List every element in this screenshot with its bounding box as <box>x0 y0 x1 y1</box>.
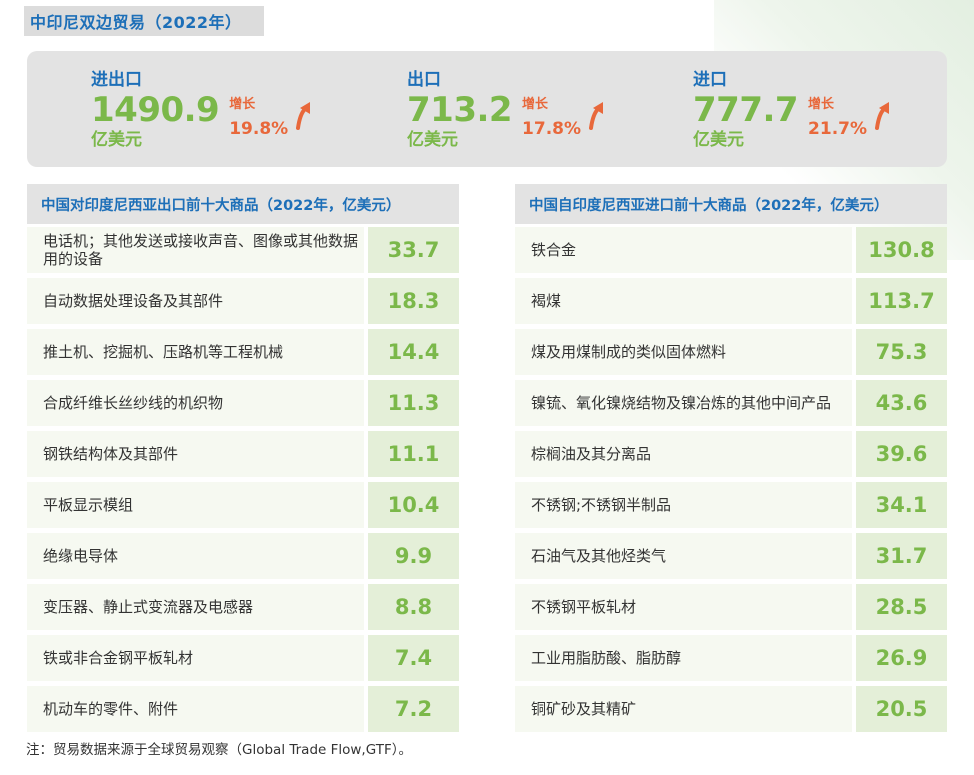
table-row: 铁或非合金钢平板轧材 7.4 <box>27 635 459 681</box>
stat-export: 出口 713.2 亿美元 增长 17.8% <box>407 65 609 150</box>
stat-label: 出口 <box>407 70 441 90</box>
table-row: 石油气及其他烃类气 31.7 <box>515 533 947 579</box>
table-row: 不锈钢;不锈钢半制品 34.1 <box>515 482 947 528</box>
trade-value: 9.9 <box>368 533 459 579</box>
trade-value: 7.2 <box>368 686 459 732</box>
trade-value: 113.7 <box>856 278 947 324</box>
table-row: 绝缘电导体 9.9 <box>27 533 459 579</box>
commodity-name: 绝缘电导体 <box>27 533 364 579</box>
trade-summary-panel: 进出口 1490.9 亿美元 增长 19.8% 出口 713.2 亿美元 <box>27 51 947 167</box>
stat-value: 713.2 <box>407 90 513 130</box>
trade-value: 39.6 <box>856 431 947 477</box>
trade-value: 14.4 <box>368 329 459 375</box>
table-row: 不锈钢平板轧材 28.5 <box>515 584 947 630</box>
commodity-name: 变压器、静止式变流器及电感器 <box>27 584 364 630</box>
commodity-name: 合成纤维长丝纱线的机织物 <box>27 380 364 426</box>
table-row: 工业用脂肪酸、脂肪醇 26.9 <box>515 635 947 681</box>
trade-value: 11.3 <box>368 380 459 426</box>
growth-value: 21.7% <box>808 119 868 139</box>
table-row: 平板显示模组 10.4 <box>27 482 459 528</box>
trade-value: 7.4 <box>368 635 459 681</box>
commodity-name: 工业用脂肪酸、脂肪醇 <box>515 635 852 681</box>
page-title: 中印尼双边贸易（2022年） <box>30 13 242 32</box>
stat-unit: 亿美元 <box>693 130 744 150</box>
trade-value: 28.5 <box>856 584 947 630</box>
commodity-name: 铁合金 <box>515 227 852 273</box>
commodity-name: 平板显示模组 <box>27 482 364 528</box>
commodity-name: 镍锍、氧化镍烧结物及镍冶炼的其他中间产品 <box>515 380 852 426</box>
growth-label: 增长 <box>522 97 549 112</box>
table-row: 铁合金 130.8 <box>515 227 947 273</box>
commodity-name: 机动车的零件、附件 <box>27 686 364 732</box>
table-row: 棕榈油及其分离品 39.6 <box>515 431 947 477</box>
table-row: 铜矿砂及其精矿 20.5 <box>515 686 947 732</box>
table-row: 钢铁结构体及其部件 11.1 <box>27 431 459 477</box>
table-row: 机动车的零件、附件 7.2 <box>27 686 459 732</box>
import-table: 中国自印度尼西亚进口前十大商品（2022年，亿美元） 铁合金 130.8 褐煤 113… <box>515 184 947 732</box>
stat-label: 进口 <box>693 70 727 90</box>
table-row: 煤及用煤制成的类似固体燃料 75.3 <box>515 329 947 375</box>
trade-value: 20.5 <box>856 686 947 732</box>
stat-unit: 亿美元 <box>407 130 458 150</box>
trade-value: 10.4 <box>368 482 459 528</box>
commodity-name: 不锈钢;不锈钢半制品 <box>515 482 852 528</box>
up-arrow-icon <box>589 102 604 130</box>
growth-label: 增长 <box>808 97 835 112</box>
up-arrow-icon <box>875 102 890 130</box>
growth-value: 19.8% <box>229 119 289 139</box>
commodity-name: 煤及用煤制成的类似固体燃料 <box>515 329 852 375</box>
export-table: 中国对印度尼西亚出口前十大商品（2022年，亿美元） 电话机；其他发送或接收声音… <box>27 184 459 732</box>
commodity-name: 推土机、挖掘机、压路机等工程机械 <box>27 329 364 375</box>
table-row: 褐煤 113.7 <box>515 278 947 324</box>
page-title-bar: 中印尼双边贸易（2022年） <box>24 6 264 36</box>
commodity-name: 铜矿砂及其精矿 <box>515 686 852 732</box>
commodity-name: 电话机；其他发送或接收声音、图像或其他数据用的设备 <box>27 227 364 273</box>
stat-total-trade: 进出口 1490.9 亿美元 增长 19.8% <box>91 65 316 150</box>
commodity-name: 石油气及其他烃类气 <box>515 533 852 579</box>
stat-label: 进出口 <box>91 70 142 90</box>
stat-import: 进口 777.7 亿美元 增长 21.7% <box>693 65 895 150</box>
growth-label: 增长 <box>229 97 256 112</box>
trade-value: 43.6 <box>856 380 947 426</box>
commodity-name: 棕榈油及其分离品 <box>515 431 852 477</box>
commodity-name: 铁或非合金钢平板轧材 <box>27 635 364 681</box>
table-row: 镍锍、氧化镍烧结物及镍冶炼的其他中间产品 43.6 <box>515 380 947 426</box>
up-arrow-icon <box>296 102 311 130</box>
footnote: 注：贸易数据来源于全球贸易观察（Global Trade Flow,GTF）。 <box>26 742 412 758</box>
commodity-name: 褐煤 <box>515 278 852 324</box>
trade-value: 11.1 <box>368 431 459 477</box>
trade-value: 34.1 <box>856 482 947 528</box>
stat-unit: 亿美元 <box>91 130 142 150</box>
trade-value: 8.8 <box>368 584 459 630</box>
table-row: 电话机；其他发送或接收声音、图像或其他数据用的设备 33.7 <box>27 227 459 273</box>
commodity-name: 不锈钢平板轧材 <box>515 584 852 630</box>
commodity-name: 钢铁结构体及其部件 <box>27 431 364 477</box>
stat-value: 777.7 <box>693 90 799 130</box>
export-table-header: 中国对印度尼西亚出口前十大商品（2022年，亿美元） <box>27 184 459 224</box>
import-table-header: 中国自印度尼西亚进口前十大商品（2022年，亿美元） <box>515 184 947 224</box>
trade-value: 18.3 <box>368 278 459 324</box>
table-row: 变压器、静止式变流器及电感器 8.8 <box>27 584 459 630</box>
stat-value: 1490.9 <box>91 90 220 130</box>
trade-value: 75.3 <box>856 329 947 375</box>
table-row: 自动数据处理设备及其部件 18.3 <box>27 278 459 324</box>
table-row: 合成纤维长丝纱线的机织物 11.3 <box>27 380 459 426</box>
trade-value: 33.7 <box>368 227 459 273</box>
trade-value: 31.7 <box>856 533 947 579</box>
table-row: 推土机、挖掘机、压路机等工程机械 14.4 <box>27 329 459 375</box>
trade-value: 26.9 <box>856 635 947 681</box>
growth-value: 17.8% <box>522 119 582 139</box>
trade-value: 130.8 <box>856 227 947 273</box>
commodity-name: 自动数据处理设备及其部件 <box>27 278 364 324</box>
